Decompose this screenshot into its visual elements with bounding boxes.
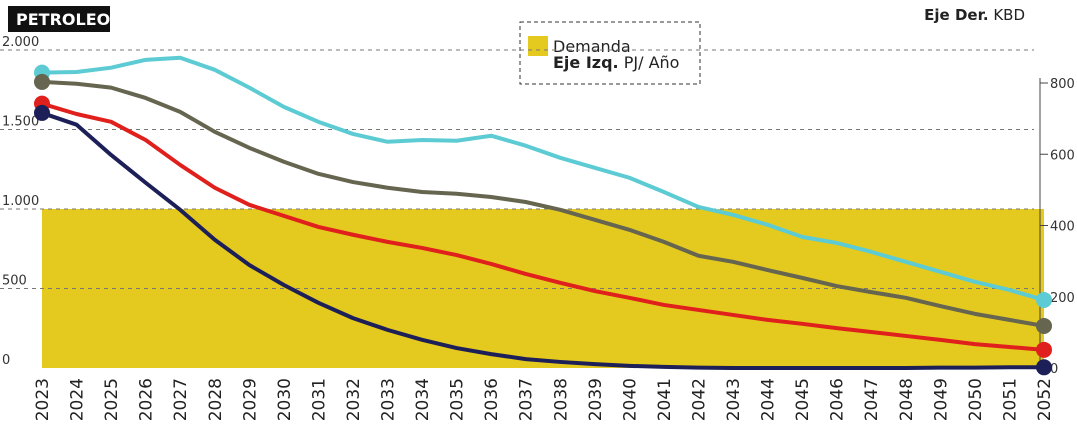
- x-tick-label: 2045: [793, 378, 813, 421]
- x-tick-label: 2024: [68, 378, 88, 421]
- end-dot: [34, 104, 50, 121]
- legend-box: [519, 21, 701, 85]
- x-tick-label: 2041: [655, 378, 675, 421]
- line: [41, 101, 1045, 352]
- x-tick-label: 2043: [724, 378, 744, 421]
- end-dot: [1036, 341, 1052, 358]
- y-tick-label: 1.500: [2, 115, 39, 130]
- end-dot: [34, 73, 50, 90]
- y2-tick-label: 0: [1050, 362, 1058, 377]
- x-tick-label: 2044: [759, 378, 779, 421]
- x-tick-label: 2042: [689, 378, 709, 421]
- x-tick-label: 2040: [620, 378, 640, 421]
- x-tick-label: 2036: [482, 378, 502, 421]
- x-tick-label: 2029: [240, 378, 260, 421]
- y-tick-label: 0: [2, 353, 10, 368]
- y-label: PJ/ Año: [624, 53, 680, 72]
- title-box: [8, 6, 110, 32]
- x-tick-label: 2037: [517, 378, 537, 421]
- x-tick-label: 2038: [551, 378, 571, 421]
- x-tick-label: 2051: [1000, 378, 1020, 421]
- line: [41, 55, 1045, 302]
- y2-axis-label: Eje Der. KBD: [924, 6, 1025, 24]
- legend-label: Demanda: [553, 37, 631, 56]
- y2-tick-label: 200: [1050, 291, 1075, 306]
- x-tick-label: 2052: [1035, 378, 1055, 421]
- x-tick-label: 2049: [931, 378, 951, 421]
- x-tick-label: 2047: [862, 378, 882, 421]
- x-tick-label: 2034: [413, 378, 433, 421]
- end-dot: [1036, 359, 1052, 376]
- line: [41, 79, 1045, 328]
- x-tick-label: 2033: [379, 378, 399, 421]
- x-tick-label: 2030: [275, 378, 295, 421]
- y2-label-bold: Eje Der.: [924, 6, 988, 24]
- y-axis-label: Eje Izq. PJ/ Año: [553, 53, 679, 72]
- x-tick-label: 2031: [309, 378, 329, 421]
- x-tick-label: 2023: [33, 378, 53, 421]
- x-tick-label: 2025: [102, 378, 122, 421]
- x-tick-label: 2032: [344, 378, 364, 421]
- x-tick-label: 2027: [171, 378, 191, 421]
- y2-tick-label: 800: [1050, 77, 1075, 92]
- y2-tick-label: 600: [1050, 148, 1075, 163]
- y2-label: KBD: [993, 6, 1025, 24]
- line: [41, 111, 1044, 370]
- area: [42, 209, 1044, 368]
- y-tick-label: 1.000: [2, 194, 39, 209]
- x-tick-label: 2046: [828, 378, 848, 421]
- y-tick-label: 500: [2, 274, 27, 289]
- x-tick-label: 2048: [897, 378, 917, 421]
- y2-tick-label: 400: [1050, 220, 1075, 235]
- x-tick-label: 2028: [206, 378, 226, 421]
- legend-swatch: [528, 36, 548, 56]
- x-tick-label: 2039: [586, 378, 606, 421]
- x-tick-label: 2035: [448, 378, 468, 421]
- y-label-bold: Eje Izq.: [553, 53, 619, 72]
- x-tick-label: 2026: [137, 378, 157, 421]
- end-dot: [1036, 317, 1052, 334]
- chart-title: PETROLEO: [16, 10, 110, 29]
- end-dot: [1036, 291, 1052, 308]
- y-tick-label: 2.000: [2, 35, 39, 50]
- x-tick-label: 2050: [966, 378, 986, 421]
